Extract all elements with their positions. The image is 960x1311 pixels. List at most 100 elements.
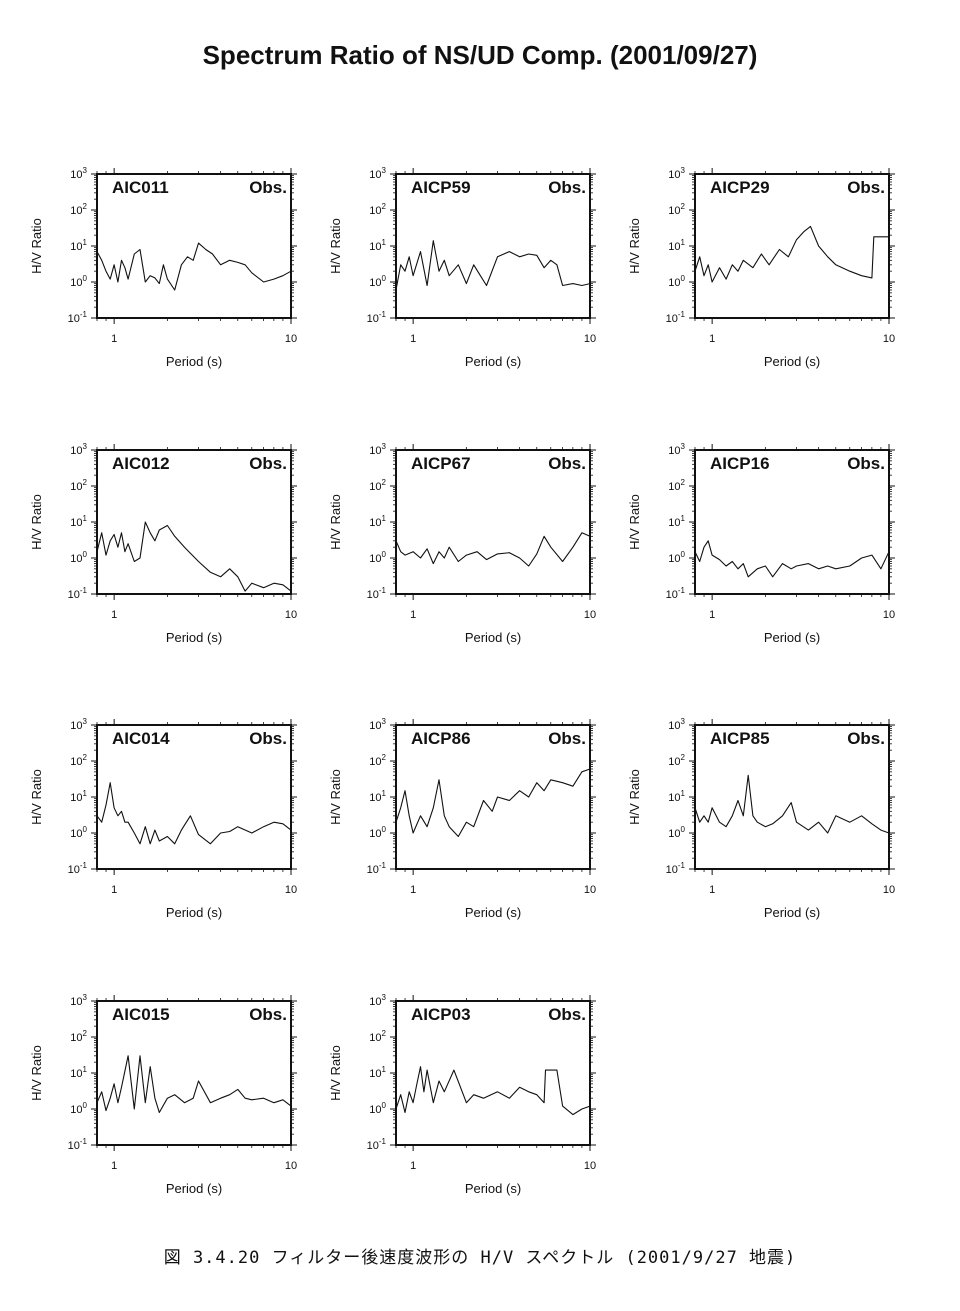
y-tick-exponent: 1 bbox=[83, 514, 88, 523]
y-tick-exponent: 0 bbox=[83, 274, 88, 283]
hv-ratio-line bbox=[395, 1066, 591, 1116]
y-tick-label: 103 bbox=[369, 442, 386, 457]
x-tick-label: 1 bbox=[410, 1160, 416, 1172]
x-tick-label: 1 bbox=[410, 333, 416, 345]
x-axis-label: Period (s) bbox=[166, 630, 222, 645]
y-tick-label: 10-1 bbox=[367, 1137, 387, 1152]
station-label: AIC011 bbox=[112, 178, 169, 197]
y-tick-exponent: 1 bbox=[681, 789, 686, 798]
y-tick-exponent: 1 bbox=[382, 514, 387, 523]
y-tick-label: 10-1 bbox=[367, 861, 387, 876]
x-tick-label: 10 bbox=[883, 609, 895, 621]
station-label: AICP86 bbox=[411, 729, 471, 748]
y-tick-exponent: 0 bbox=[83, 825, 88, 834]
x-tick-label: 10 bbox=[285, 1160, 297, 1172]
y-tick-label: 101 bbox=[369, 514, 386, 529]
y-tick-exponent: 3 bbox=[382, 717, 387, 726]
figure-caption: 図 3.4.20 フィルター後速度波形の H/V スペクトル (2001/9/2… bbox=[163, 1248, 797, 1268]
y-tick-exponent: 3 bbox=[83, 717, 88, 726]
x-tick-label: 1 bbox=[111, 333, 117, 345]
hv-ratio-line bbox=[96, 782, 292, 845]
hv-ratio-line bbox=[395, 532, 591, 567]
x-tick-label: 1 bbox=[709, 333, 715, 345]
station-label: AICP67 bbox=[411, 454, 471, 473]
y-tick-exponent: -1 bbox=[379, 310, 387, 319]
y-tick-label: 102 bbox=[668, 202, 685, 217]
y-tick-label: 100 bbox=[668, 825, 685, 840]
y-tick-label: 103 bbox=[70, 717, 87, 732]
y-tick-exponent: 0 bbox=[382, 274, 387, 283]
y-tick-exponent: 3 bbox=[83, 442, 88, 451]
y-tick-exponent: 3 bbox=[382, 166, 387, 175]
station-label: AICP03 bbox=[411, 1005, 471, 1024]
y-tick-exponent: 3 bbox=[382, 442, 387, 451]
y-tick-label: 100 bbox=[70, 550, 87, 565]
x-axis-label: Period (s) bbox=[764, 354, 820, 369]
y-tick-label: 102 bbox=[70, 202, 87, 217]
y-tick-label: 101 bbox=[668, 238, 685, 253]
x-axis-label: Period (s) bbox=[166, 905, 222, 920]
y-tick-label: 10-1 bbox=[666, 861, 686, 876]
hv-ratio-line bbox=[694, 774, 890, 834]
y-tick-exponent: -1 bbox=[678, 861, 686, 870]
y-tick-exponent: 0 bbox=[681, 825, 686, 834]
x-axis-label: Period (s) bbox=[166, 354, 222, 369]
y-tick-label: 101 bbox=[668, 789, 685, 804]
y-tick-label: 101 bbox=[668, 514, 685, 529]
y-tick-exponent: -1 bbox=[80, 586, 88, 595]
y-tick-exponent: 2 bbox=[681, 753, 686, 762]
y-tick-label: 10-1 bbox=[666, 586, 686, 601]
y-tick-exponent: 3 bbox=[681, 717, 686, 726]
x-axis-label: Period (s) bbox=[465, 630, 521, 645]
obs-label: Obs. bbox=[847, 178, 885, 197]
y-tick-label: 103 bbox=[70, 442, 87, 457]
y-tick-label: 10-1 bbox=[68, 586, 88, 601]
x-tick-label: 10 bbox=[883, 333, 895, 345]
y-tick-label: 101 bbox=[369, 238, 386, 253]
y-axis-label: H/V Ratio bbox=[29, 218, 44, 274]
hv-ratio-line bbox=[694, 225, 889, 283]
x-tick-label: 1 bbox=[111, 884, 117, 896]
y-tick-label: 101 bbox=[70, 1065, 87, 1080]
y-tick-exponent: 2 bbox=[83, 478, 88, 487]
y-tick-exponent: -1 bbox=[379, 1137, 387, 1146]
y-tick-label: 10-1 bbox=[68, 310, 88, 325]
y-tick-exponent: 0 bbox=[382, 1101, 387, 1110]
obs-label: Obs. bbox=[548, 454, 586, 473]
y-tick-exponent: -1 bbox=[80, 861, 88, 870]
y-tick-label: 100 bbox=[369, 825, 386, 840]
hv-ratio-line bbox=[96, 1055, 292, 1114]
y-tick-exponent: 1 bbox=[83, 1065, 88, 1074]
y-tick-label: 101 bbox=[369, 789, 386, 804]
y-tick-label: 102 bbox=[668, 478, 685, 493]
y-tick-exponent: 3 bbox=[681, 166, 686, 175]
y-tick-label: 102 bbox=[369, 753, 386, 768]
y-axis-label: H/V Ratio bbox=[29, 494, 44, 550]
y-axis-label: H/V Ratio bbox=[627, 494, 642, 550]
y-tick-exponent: 0 bbox=[681, 550, 686, 559]
y-tick-exponent: 3 bbox=[83, 993, 88, 1002]
x-tick-label: 1 bbox=[410, 609, 416, 621]
y-tick-exponent: -1 bbox=[678, 586, 686, 595]
y-axis-label: H/V Ratio bbox=[328, 494, 343, 550]
y-tick-exponent: -1 bbox=[379, 586, 387, 595]
obs-label: Obs. bbox=[548, 729, 586, 748]
y-tick-exponent: -1 bbox=[80, 1137, 88, 1146]
y-tick-label: 100 bbox=[668, 550, 685, 565]
y-tick-label: 10-1 bbox=[367, 586, 387, 601]
y-tick-label: 10-1 bbox=[68, 1137, 88, 1152]
y-tick-exponent: 3 bbox=[382, 993, 387, 1002]
y-tick-exponent: 1 bbox=[83, 789, 88, 798]
y-tick-exponent: 2 bbox=[382, 202, 387, 211]
y-tick-exponent: 1 bbox=[382, 1065, 387, 1074]
y-tick-label: 100 bbox=[369, 1101, 386, 1116]
y-tick-label: 102 bbox=[369, 202, 386, 217]
y-tick-label: 103 bbox=[70, 166, 87, 181]
y-tick-exponent: 2 bbox=[681, 202, 686, 211]
